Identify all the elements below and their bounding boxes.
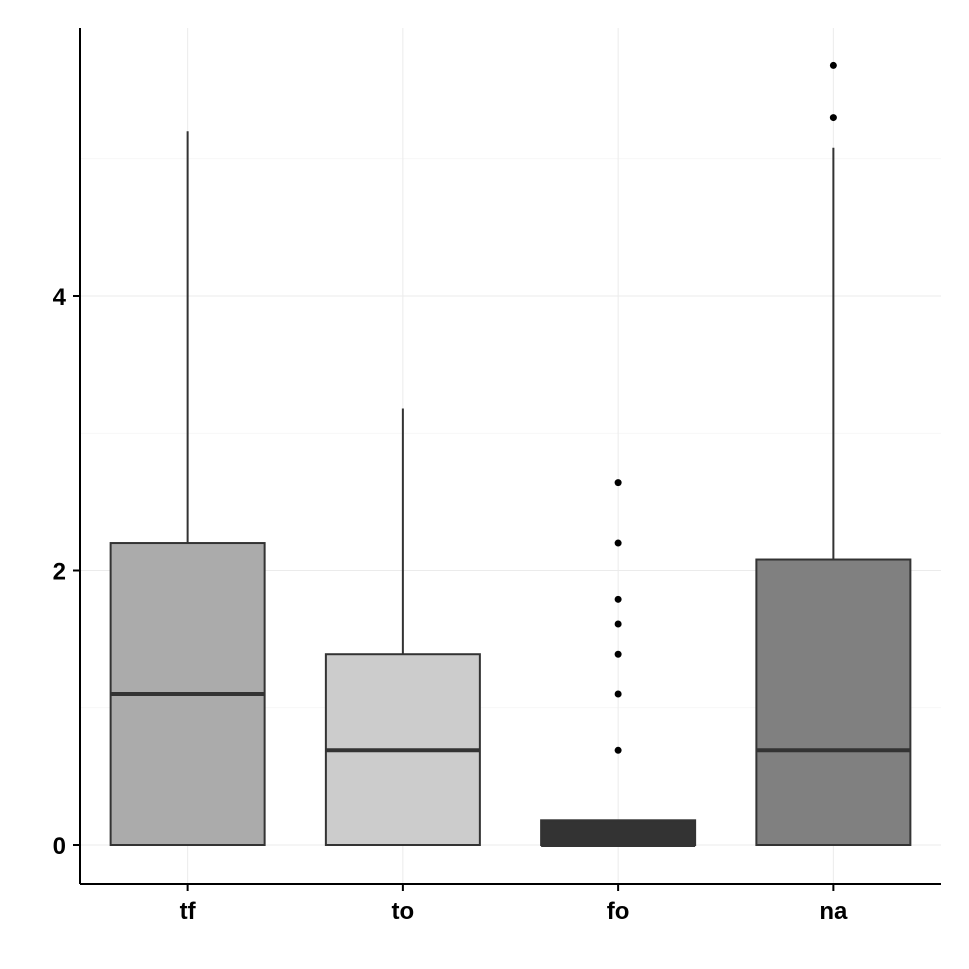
outlier-point: [614, 479, 622, 487]
x-tick-label: na: [819, 898, 848, 925]
outlier-point: [614, 595, 622, 603]
outlier-point: [614, 539, 622, 547]
y-tick-label: 0: [53, 833, 66, 860]
x-tick-label: to: [392, 898, 415, 925]
y-tick-label: 4: [53, 284, 67, 311]
outlier-point: [829, 114, 837, 122]
y-tick-label: 2: [53, 559, 66, 586]
box-body: [755, 558, 912, 847]
outlier-point: [614, 650, 622, 658]
box-tf: [109, 131, 266, 846]
box-body: [540, 819, 697, 846]
outlier-point: [614, 746, 622, 754]
x-tick-label: tf: [180, 898, 197, 925]
box-to: [324, 408, 481, 846]
box-na: [755, 61, 912, 847]
x-tick-label: fo: [607, 898, 630, 925]
boxes-layer: [109, 61, 912, 847]
axes: [79, 28, 941, 885]
ticks-layer: 0 2 4 tf to fo na: [53, 284, 848, 925]
box-fo: [540, 479, 697, 847]
outlier-point: [614, 690, 622, 698]
outlier-point: [614, 620, 622, 628]
outlier-point: [829, 61, 837, 69]
